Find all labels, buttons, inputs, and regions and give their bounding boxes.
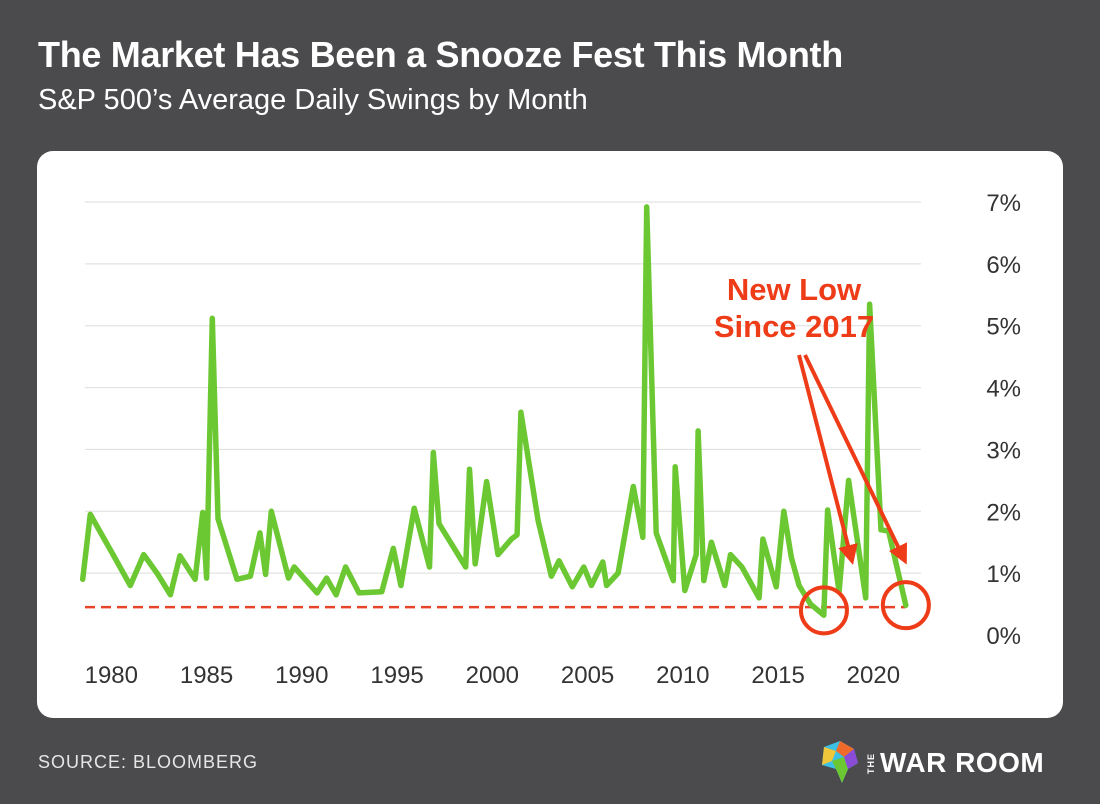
chart-title: The Market Has Been a Snooze Fest This M… (38, 34, 843, 75)
line-chart: 0% 1% 2% 3% 4% 5% 6% 7% 1980 1985 1990 1995 2000 200… (79, 190, 1021, 689)
x-tick-label: 2010 (656, 662, 709, 689)
brand-logo: THE WAR ROOM (818, 738, 1044, 788)
y-axis-tick-labels: 0% 1% 2% 3% 4% 5% 6% 7% (986, 190, 1021, 650)
x-tick-label: 2005 (561, 662, 614, 689)
y-tick-label: 4% (986, 376, 1021, 403)
x-tick-label: 2020 (847, 662, 900, 689)
y-tick-label: 0% (986, 623, 1021, 650)
series-group (79, 204, 909, 618)
x-tick-label: 1985 (180, 662, 233, 689)
x-axis-tick-labels: 1980 1985 1990 1995 2000 2005 2010 2015 2020 (85, 662, 900, 689)
y-tick-label: 1% (986, 561, 1021, 588)
annotation-text-line1: New Low (727, 272, 862, 307)
x-tick-label: 1980 (85, 662, 138, 689)
x-tick-label: 2015 (751, 662, 804, 689)
source-label: SOURCE: BLOOMBERG (38, 752, 259, 772)
annotation-arrow-2 (803, 354, 908, 565)
annotation-group: New Low Since 2017 (714, 272, 931, 636)
brand-name: WAR ROOM (880, 747, 1045, 778)
gridlines (85, 201, 921, 574)
y-tick-label: 6% (986, 252, 1021, 279)
brand-the: THE (866, 752, 876, 774)
x-tick-label: 1990 (275, 662, 328, 689)
y-tick-label: 3% (986, 437, 1021, 464)
annotation-arrow-1 (797, 354, 858, 565)
series-line (79, 204, 909, 618)
y-tick-label: 5% (986, 314, 1021, 341)
x-tick-label: 1995 (370, 662, 423, 689)
y-tick-label: 2% (986, 499, 1021, 526)
y-tick-label: 7% (986, 190, 1021, 217)
chart-subtitle: S&P 500’s Average Daily Swings by Month (38, 84, 588, 116)
highlight-circle-2017 (798, 585, 849, 636)
x-tick-label: 2000 (466, 662, 519, 689)
brand-mark-icon (822, 741, 858, 783)
chart-card: 0% 1% 2% 3% 4% 5% 6% 7% 1980 1985 1990 1995 2000 200… (37, 151, 1063, 718)
highlight-circle-current (880, 580, 931, 631)
annotation-text-line2: Since 2017 (714, 309, 874, 344)
